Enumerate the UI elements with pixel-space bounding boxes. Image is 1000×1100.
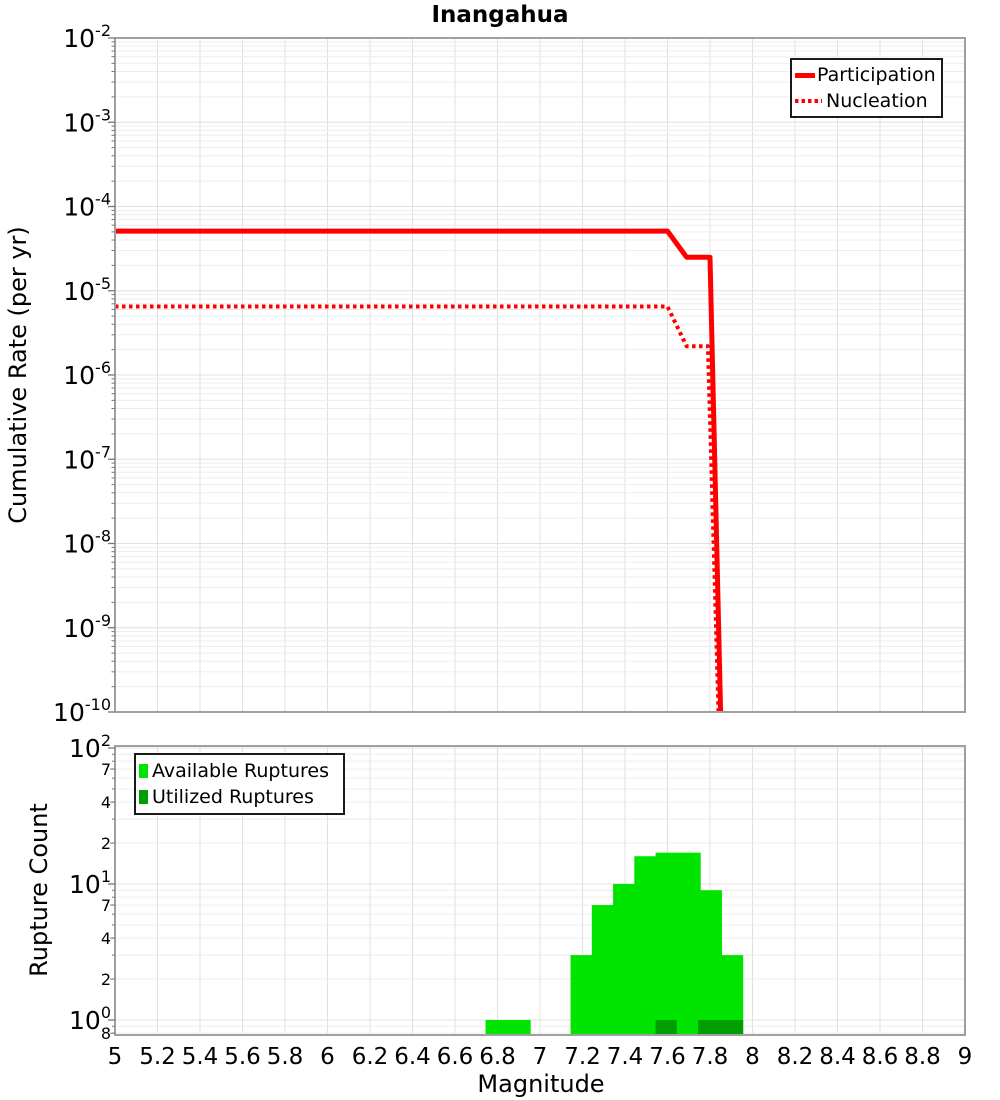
legend-label-utilized: Utilized Ruptures (152, 786, 314, 809)
legend-label-available: Available Ruptures (152, 759, 329, 782)
dotted-red-line-swatch-icon (795, 98, 822, 104)
y-tick-label: 10-6 (63, 358, 111, 390)
legend-entry-available: Available Ruptures (139, 760, 340, 782)
legend-label-nucleation: Nucleation (826, 90, 928, 112)
bottom-legend: Available Ruptures Utilized Ruptures (134, 753, 345, 815)
x-tick-label: 7.8 (692, 1044, 729, 1070)
y-tick-label: 10-4 (63, 190, 111, 222)
x-tick-label: 5.6 (224, 1044, 261, 1070)
x-tick-label: 6.8 (479, 1044, 516, 1070)
x-tick-label: 7.4 (607, 1044, 644, 1070)
x-tick-label: 5 (108, 1044, 123, 1070)
y-tick-label: 10-7 (63, 442, 111, 474)
y-minor-tick-label: 8 (101, 1024, 111, 1043)
y-tick-label: 10-2 (63, 21, 111, 53)
legend-entry-participation: Participation (795, 64, 938, 86)
y-tick-label: 10-9 (63, 611, 111, 643)
x-tick-label: 8.4 (819, 1044, 856, 1070)
x-axis-label: Magnitude (477, 1070, 605, 1098)
x-tick-label: 6.6 (437, 1044, 474, 1070)
x-tick-label: 5.2 (139, 1044, 176, 1070)
solid-red-line-swatch-icon (795, 72, 815, 78)
y-tick-label: 102 (69, 731, 111, 763)
y-minor-tick-label: 2 (101, 834, 111, 853)
series-participation (115, 228, 724, 713)
x-tick-label: 7.6 (649, 1044, 686, 1070)
y-minor-tick-label: 4 (101, 929, 111, 948)
top-legend: Participation Nucleation (790, 58, 943, 118)
legend-entry-nucleation: Nucleation (795, 90, 938, 112)
y-tick-label: 10-3 (63, 105, 111, 137)
y-tick-label: 10-5 (63, 274, 111, 306)
y-minor-tick-label: 4 (101, 793, 111, 812)
legend-label-participation: Participation (817, 64, 936, 86)
legend-entry-utilized: Utilized Ruptures (139, 786, 340, 808)
x-tick-label: 5.8 (267, 1044, 304, 1070)
x-tick-label: 6.4 (394, 1044, 431, 1070)
y-tick-label: 10-8 (63, 527, 111, 559)
available-bar (485, 1020, 531, 1035)
y-tick-label: 101 (69, 867, 111, 899)
x-tick-label: 6.2 (352, 1044, 389, 1070)
utilized-ruptures-swatch-icon (139, 790, 148, 805)
chart-title: Inangahua (431, 2, 569, 28)
available-ruptures-swatch-icon (139, 763, 148, 778)
utilized-bar (698, 1020, 744, 1035)
x-tick-label: 8.6 (862, 1044, 899, 1070)
x-tick-label: 9 (958, 1044, 973, 1070)
y-minor-tick-label: 7 (101, 760, 111, 779)
x-tick-label: 5.4 (182, 1044, 219, 1070)
x-tick-label: 7 (533, 1044, 548, 1070)
x-tick-label: 6 (320, 1044, 335, 1070)
x-tick-label: 8 (745, 1044, 760, 1070)
x-tick-label: 8.8 (904, 1044, 941, 1070)
y-minor-tick-label: 2 (101, 970, 111, 989)
x-tick-label: 7.2 (564, 1044, 601, 1070)
series-nucleation (115, 304, 721, 713)
y-minor-tick-label: 7 (101, 896, 111, 915)
y-tick-label: 10-10 (53, 695, 111, 727)
x-tick-label: 8.2 (777, 1044, 814, 1070)
